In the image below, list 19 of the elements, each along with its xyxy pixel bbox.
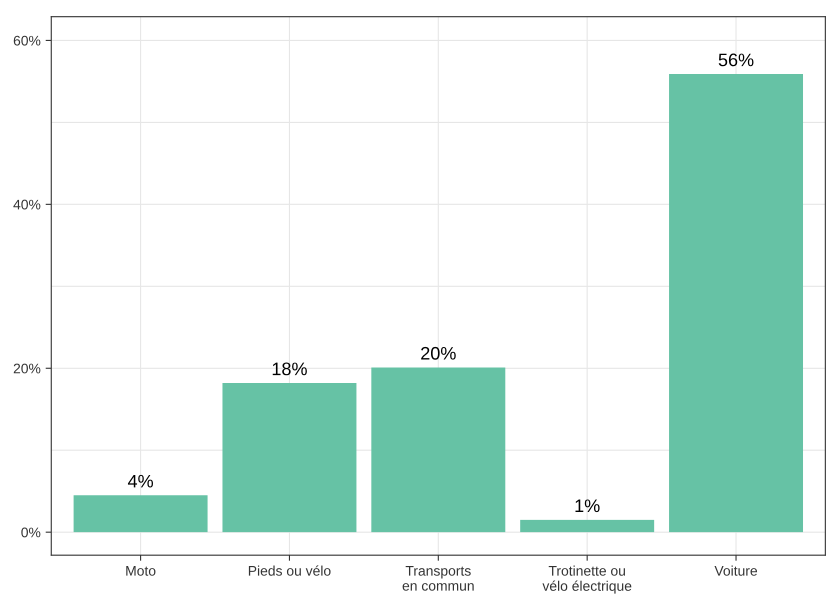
y-tick-label: 60% [14, 36, 40, 46]
bar [371, 367, 506, 532]
data-label: 1% [576, 499, 600, 512]
data-label: 18% [272, 362, 307, 376]
bar [520, 520, 654, 532]
data-label: 56% [718, 54, 754, 66]
x-tick-label: Transports en commun [402, 566, 474, 591]
bar [669, 74, 804, 532]
data-label: 4% [128, 474, 153, 488]
x-tick-label: Voiture [714, 566, 758, 576]
y-tick-label: 20% [14, 364, 40, 374]
bar [74, 495, 208, 532]
data-label: 20% [421, 346, 456, 360]
y-tick-label: 40% [13, 200, 40, 210]
x-tick-label: Pieds ou vélo [248, 565, 331, 576]
bar [222, 383, 356, 532]
x-tick-label: Moto [126, 566, 156, 576]
y-tick-label: 0% [21, 528, 40, 538]
x-tick-label: Trotinette ou vélo électrique [542, 566, 632, 594]
